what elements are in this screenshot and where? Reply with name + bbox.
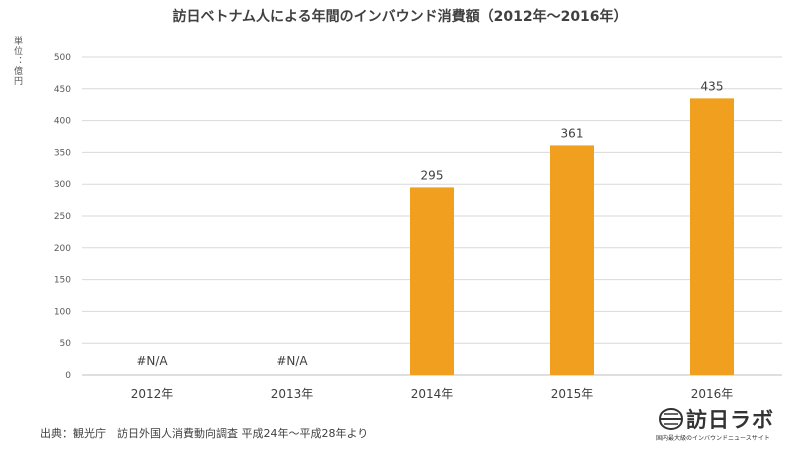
data-label: 295 [421,168,444,182]
logo: 訪日ラボ 国内最大級のインバウンドニュースサイト [656,406,792,446]
data-label: #N/A [136,354,168,368]
y-tick-label: 100 [54,307,71,317]
data-label: 361 [561,126,584,140]
chart-title: 訪日ベトナム人による年間のインバウンド消費額（2012年～2016年） [172,9,628,25]
data-label: 435 [701,79,724,93]
x-tick-label: 2014年 [411,387,454,401]
x-tick-label: 2012年 [131,387,174,401]
y-tick-label: 150 [54,276,71,286]
y-axis-label: 単位：億円 [12,36,22,86]
logo-text: 訪日ラボ [686,408,774,432]
y-tick-label: 500 [54,53,71,63]
x-tick-label: 2015年 [551,387,594,401]
y-tick-label: 450 [54,85,71,95]
y-tick-label: 250 [54,212,71,222]
y-tick-label: 400 [54,117,71,127]
x-tick-label: 2016年 [691,387,734,401]
bar [550,145,594,375]
source-note: 出典：観光庁 訪日外国人消費動向調査 平成24年～平成28年より [40,427,369,440]
y-tick-label: 350 [54,148,71,158]
y-tick-label: 300 [54,180,71,190]
y-tick-label: 200 [54,244,71,254]
logo-tagline: 国内最大級のインバウンドニュースサイト [656,435,770,442]
bar [410,187,454,375]
data-label: #N/A [276,354,308,368]
y-tick-label: 50 [60,339,72,349]
y-tick-label: 0 [65,371,71,381]
bar [690,98,734,375]
logo-icon [658,408,684,430]
x-tick-label: 2013年 [271,387,314,401]
